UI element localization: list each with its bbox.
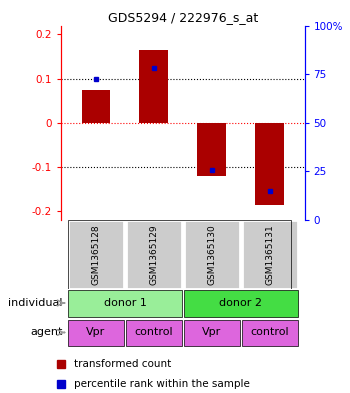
Text: GSM1365128: GSM1365128: [91, 224, 100, 285]
Bar: [242, 320, 298, 346]
Text: Vpr: Vpr: [86, 327, 106, 338]
Text: Vpr: Vpr: [202, 327, 222, 338]
Bar: [68, 290, 182, 317]
Text: donor 1: donor 1: [104, 298, 146, 308]
Title: GDS5294 / 222976_s_at: GDS5294 / 222976_s_at: [108, 11, 258, 24]
Bar: [184, 290, 298, 317]
Bar: [197, 123, 226, 176]
Bar: [242, 220, 298, 289]
Text: control: control: [135, 327, 173, 338]
Bar: [126, 220, 182, 289]
Text: percentile rank within the sample: percentile rank within the sample: [74, 379, 249, 389]
Bar: [68, 320, 124, 346]
Bar: [68, 220, 124, 289]
Text: GSM1365129: GSM1365129: [149, 224, 159, 285]
Text: GSM1365130: GSM1365130: [207, 224, 216, 285]
Text: control: control: [251, 327, 289, 338]
Text: donor 2: donor 2: [219, 298, 262, 308]
Bar: [255, 123, 284, 205]
Text: GSM1365131: GSM1365131: [265, 224, 274, 285]
Bar: [139, 50, 168, 123]
Text: transformed count: transformed count: [74, 359, 171, 369]
Text: agent: agent: [30, 327, 62, 338]
Text: individual: individual: [8, 298, 62, 308]
Bar: [184, 320, 240, 346]
Bar: [82, 90, 111, 123]
Bar: [126, 320, 182, 346]
Bar: [184, 220, 240, 289]
